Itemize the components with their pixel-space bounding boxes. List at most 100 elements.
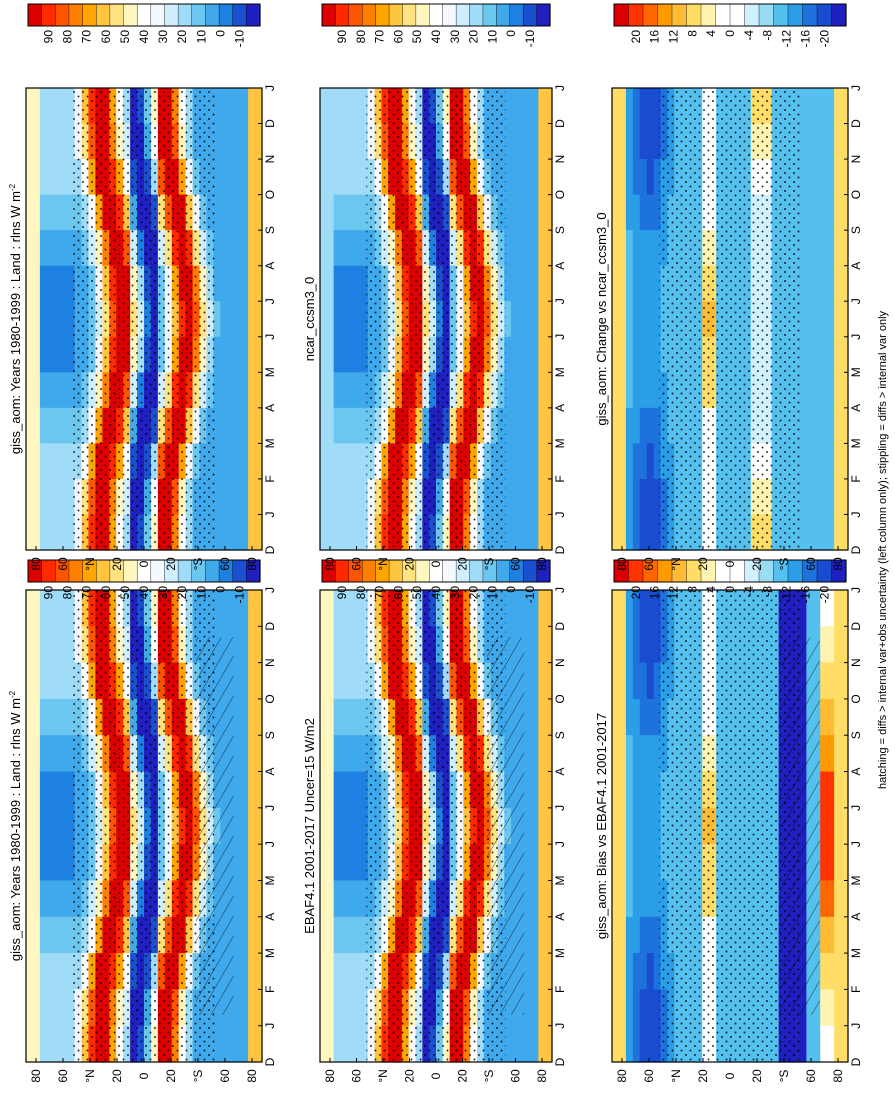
heat-cell: [255, 953, 263, 990]
heat-cell: [841, 194, 849, 231]
heat-cell: [248, 443, 256, 480]
heat-cell: [320, 407, 328, 444]
heat-cell: [612, 123, 620, 160]
heat-cell: [340, 301, 348, 338]
heat-cell: [639, 336, 648, 373]
heat-cell: [827, 844, 835, 882]
heat-cell: [326, 336, 335, 373]
heat-cell: [220, 159, 228, 196]
colorbar-swatch: [335, 3, 350, 27]
heat-cell: [333, 735, 342, 773]
heat-cell: [213, 443, 221, 480]
heat-cell: [220, 336, 228, 373]
heat-cell: [255, 478, 263, 516]
heat-cell: [220, 590, 228, 627]
heat-cell: [841, 916, 849, 954]
colorbar-label: 40: [137, 586, 151, 600]
colorbar-swatch: [68, 3, 84, 27]
heat-cell: [255, 230, 263, 267]
heat-cell: [320, 953, 328, 990]
heat-cell: [354, 301, 362, 338]
heat-cell: [60, 407, 69, 444]
x-tick-label: J: [553, 511, 567, 517]
heat-cell: [834, 301, 842, 338]
x-tick-label: J: [553, 1023, 567, 1029]
y-tick-label: °N: [83, 1069, 97, 1082]
colorbar-label: -12: [780, 586, 794, 604]
x-tick-label: M: [263, 948, 277, 958]
heat-cell: [234, 159, 242, 196]
heat-cell: [639, 1025, 648, 1063]
heat-cell: [248, 159, 256, 196]
heat-cell: [241, 265, 249, 302]
heat-cell: [531, 807, 539, 845]
heat-cell: [827, 771, 835, 809]
stipple-overlay: [366, 88, 506, 550]
heat-cell: [234, 590, 242, 627]
heat-cell: [827, 698, 835, 736]
heat-cell: [612, 443, 620, 480]
heat-cell: [220, 123, 228, 160]
heat-cell: [511, 194, 519, 231]
heat-cell: [813, 230, 821, 267]
heat-cell: [220, 372, 228, 409]
heat-cell: [653, 771, 662, 809]
heat-cell: [347, 514, 355, 551]
heat-cell: [834, 88, 842, 125]
x-tick-label: A: [263, 913, 277, 921]
y-tick-label: 20: [403, 557, 417, 571]
heat-cell: [360, 807, 369, 845]
heat-cell: [799, 230, 807, 267]
heat-cell: [646, 844, 655, 882]
heat-cell: [60, 989, 69, 1027]
heat-cell: [320, 844, 328, 882]
x-tick-label: J: [263, 511, 277, 517]
heat-cell: [32, 336, 41, 373]
heat-cell: [347, 844, 355, 882]
x-tick-label: S: [849, 226, 863, 234]
heat-cell: [26, 301, 34, 338]
x-tick-label: F: [553, 986, 567, 993]
heat-cell: [531, 771, 539, 809]
heat-cell: [53, 880, 62, 918]
title-superscript: -2: [8, 183, 17, 191]
heat-cell: [248, 771, 256, 809]
heat-cell: [834, 590, 842, 627]
heat-cell: [46, 989, 55, 1027]
heat-cell: [46, 953, 55, 990]
heat-cell: [255, 844, 263, 882]
colorbar-label: 16: [648, 30, 662, 44]
heat-cell: [26, 880, 34, 918]
heat-cell: [326, 771, 335, 809]
heat-cell: [841, 880, 849, 918]
heat-cell: [504, 443, 512, 480]
heat-cell: [504, 478, 512, 516]
y-tick-label: 20: [456, 557, 470, 571]
heat-cell: [241, 880, 249, 918]
x-tick-label: J: [553, 841, 567, 847]
heat-cell: [326, 844, 335, 882]
heat-cell: [820, 698, 828, 736]
heat-cell: [26, 771, 34, 809]
y-tick-label: 80: [831, 1069, 845, 1083]
x-tick-label: S: [263, 226, 277, 234]
heat-cell: [248, 590, 256, 627]
x-tick-label: M: [849, 438, 863, 448]
heat-cell: [213, 159, 221, 196]
heat-cell: [347, 989, 355, 1027]
heat-cell: [618, 771, 627, 809]
heat-cell: [841, 265, 849, 302]
heat-cell: [67, 807, 76, 845]
heat-cell: [538, 916, 546, 954]
heat-cell: [255, 123, 263, 160]
y-tick-label: 60: [642, 557, 656, 571]
heat-cell: [538, 1025, 546, 1063]
heat-cell: [806, 159, 814, 196]
colorbar-swatch: [613, 3, 630, 27]
heat-cell: [820, 1025, 828, 1063]
y-tick-label: 80: [245, 1069, 259, 1083]
heat-cell: [511, 301, 519, 338]
heat-cell: [618, 590, 627, 627]
heat-cell: [39, 953, 48, 990]
colorbar-swatch: [657, 3, 673, 27]
